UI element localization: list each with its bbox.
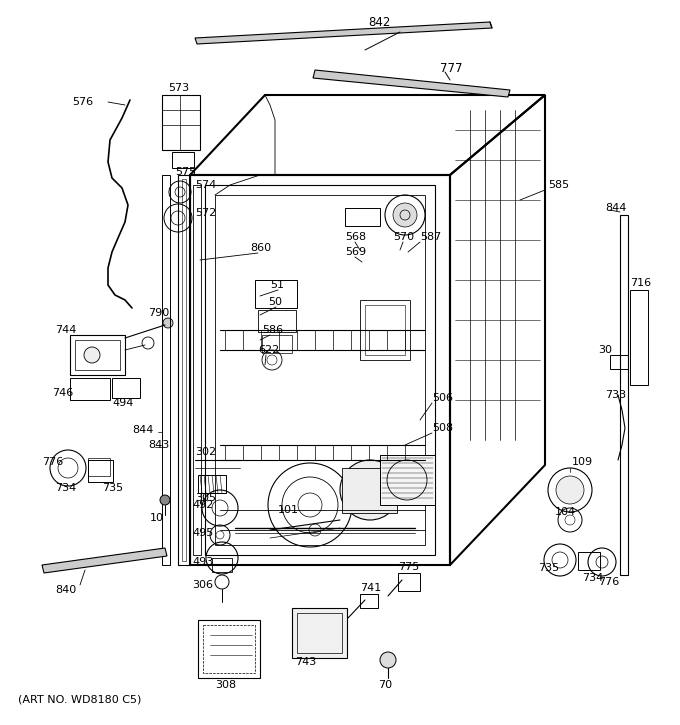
- Text: 622: 622: [258, 345, 279, 355]
- Bar: [610, 355, 628, 369]
- Bar: [620, 215, 628, 575]
- Text: 860: 860: [250, 243, 271, 253]
- Bar: [345, 208, 380, 226]
- Text: 302: 302: [195, 447, 216, 457]
- Bar: [262, 335, 292, 353]
- Text: 790: 790: [148, 308, 169, 318]
- Bar: [162, 95, 200, 150]
- Bar: [178, 175, 190, 565]
- Bar: [255, 280, 297, 308]
- Bar: [112, 378, 140, 398]
- Bar: [198, 620, 260, 678]
- Text: 569: 569: [345, 247, 366, 257]
- Circle shape: [556, 476, 584, 504]
- Text: 734: 734: [582, 573, 603, 583]
- Text: 734: 734: [55, 483, 76, 493]
- Text: 575: 575: [175, 167, 196, 177]
- Text: 70: 70: [378, 680, 392, 690]
- Text: 30: 30: [598, 345, 612, 355]
- Circle shape: [84, 347, 100, 363]
- Bar: [292, 608, 347, 658]
- Polygon shape: [195, 22, 492, 44]
- Text: 842: 842: [368, 15, 390, 28]
- Bar: [380, 455, 435, 505]
- Text: 776: 776: [42, 457, 63, 467]
- Text: 506: 506: [432, 393, 453, 403]
- Bar: [398, 573, 420, 591]
- Text: 574: 574: [195, 180, 216, 190]
- Text: 746: 746: [52, 388, 73, 398]
- Text: 492: 492: [192, 500, 214, 510]
- Text: 305: 305: [195, 493, 216, 503]
- Text: 508: 508: [432, 423, 453, 433]
- Text: 101: 101: [278, 505, 299, 515]
- Bar: [342, 468, 397, 513]
- Bar: [70, 335, 125, 375]
- Text: 104: 104: [555, 507, 576, 517]
- Bar: [360, 594, 378, 608]
- Text: 495: 495: [192, 528, 214, 538]
- Text: 576: 576: [72, 97, 93, 107]
- Bar: [203, 625, 255, 673]
- Text: 50: 50: [268, 297, 282, 307]
- Text: 51: 51: [270, 280, 284, 290]
- Text: 743: 743: [295, 657, 316, 667]
- Text: 775: 775: [398, 562, 420, 572]
- Bar: [182, 179, 186, 561]
- Bar: [70, 378, 110, 400]
- Text: 735: 735: [538, 563, 559, 573]
- Bar: [75, 340, 120, 370]
- Text: 10: 10: [150, 513, 164, 523]
- Text: 735: 735: [102, 483, 123, 493]
- Text: 777: 777: [440, 62, 462, 75]
- Text: 308: 308: [215, 680, 236, 690]
- Bar: [193, 185, 201, 555]
- Bar: [172, 152, 194, 168]
- Text: 585: 585: [548, 180, 569, 190]
- Text: (ART NO. WD8180 C5): (ART NO. WD8180 C5): [18, 695, 141, 705]
- Circle shape: [393, 203, 417, 227]
- Bar: [88, 460, 113, 482]
- Text: 776: 776: [598, 577, 619, 587]
- Bar: [578, 552, 600, 570]
- Bar: [258, 310, 296, 332]
- Text: 733: 733: [605, 390, 626, 400]
- Text: 741: 741: [360, 583, 381, 593]
- Text: 587: 587: [420, 232, 441, 242]
- Text: 306: 306: [192, 580, 213, 590]
- Bar: [365, 305, 405, 355]
- Bar: [630, 290, 648, 385]
- Text: 586: 586: [262, 325, 283, 335]
- Polygon shape: [42, 548, 167, 573]
- Bar: [297, 613, 342, 653]
- Text: 744: 744: [55, 325, 76, 335]
- Text: 844: 844: [605, 203, 626, 213]
- Circle shape: [380, 652, 396, 668]
- Text: 572: 572: [195, 208, 216, 218]
- Bar: [212, 558, 232, 572]
- Text: 570: 570: [393, 232, 414, 242]
- Text: 109: 109: [572, 457, 593, 467]
- Text: 844: 844: [132, 425, 154, 435]
- Polygon shape: [313, 70, 510, 97]
- Bar: [162, 175, 170, 565]
- Text: 573: 573: [168, 83, 189, 93]
- Bar: [360, 300, 410, 360]
- Circle shape: [163, 318, 173, 328]
- Text: 493: 493: [192, 557, 214, 567]
- Text: 568: 568: [345, 232, 366, 242]
- Circle shape: [340, 460, 400, 520]
- Text: 494: 494: [112, 398, 133, 408]
- Text: 840: 840: [55, 585, 76, 595]
- Text: 843: 843: [148, 440, 169, 450]
- Bar: [198, 475, 226, 493]
- Circle shape: [160, 495, 170, 505]
- Bar: [88, 458, 110, 476]
- Text: 716: 716: [630, 278, 651, 288]
